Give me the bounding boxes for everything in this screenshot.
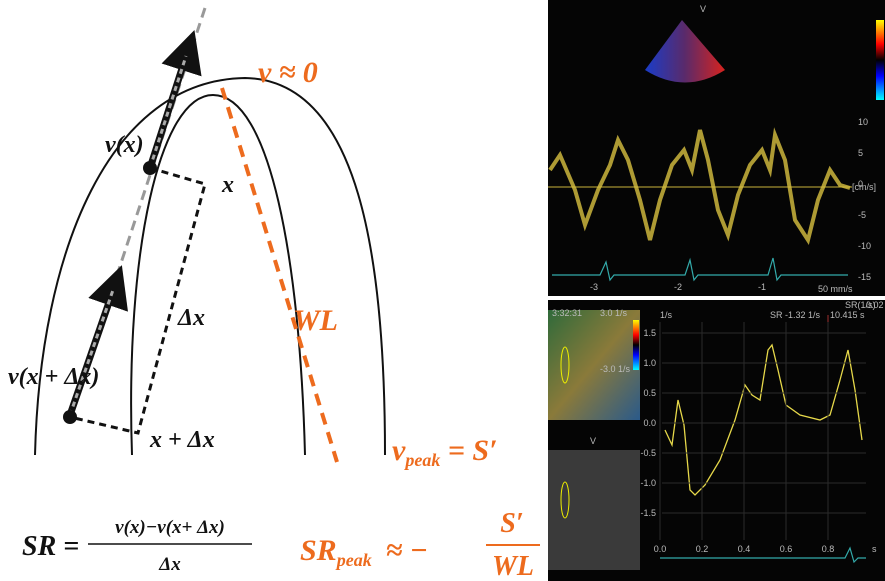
cursor-time: 10.415 s <box>830 310 865 320</box>
y-tick-label: -1.5 <box>640 508 656 518</box>
sr-peak-approx: ≈ − <box>386 534 428 567</box>
color-max: 3.0 1/s <box>600 308 628 318</box>
color-bar <box>633 320 639 370</box>
outer-wall <box>35 78 385 455</box>
strain-rate-panel: 3:32:31 3.0 1/s -3.0 1/s V 1/s SR -1.32 … <box>548 300 885 581</box>
y-tick-label: -1.0 <box>640 478 656 488</box>
sr-peak-base: SR <box>300 534 337 567</box>
color-min: -3.0 1/s <box>600 364 631 374</box>
y-unit: 1/s <box>660 310 673 320</box>
cursor-readout: SR -1.32 1/s <box>770 310 821 320</box>
marker: V <box>700 4 706 14</box>
label: x <box>221 172 234 198</box>
y-tick-label: 1.5 <box>643 328 656 338</box>
sr-peak-denominator: WL <box>492 551 534 581</box>
label: Δx <box>177 305 205 331</box>
wall-diagram: v ≈ 0 v(x) x Δx WL v(x + Δx) x + Δx vpea… <box>8 8 540 581</box>
x-tick-label: 0.6 <box>780 544 793 554</box>
delta-x-lines <box>70 168 205 433</box>
speed: 50 mm/s <box>818 284 853 294</box>
label: v ≈ 0 <box>258 56 318 89</box>
y-tick-label: 0.0 <box>643 418 656 428</box>
x-tick-label: -3 <box>590 282 598 292</box>
y-tick-label: -5 <box>858 210 866 220</box>
x-tick-label: 0.8 <box>822 544 835 554</box>
y-tick-label: 1.0 <box>643 358 656 368</box>
sr-peak-numerator: S′ <box>500 508 523 539</box>
x-tick-label: 0.2 <box>696 544 709 554</box>
sr-lhs: SR = <box>22 531 79 562</box>
figure: v ≈ 0 v(x) x Δx WL v(x + Δx) x + Δx vpea… <box>0 0 885 581</box>
unit: [cm/s] <box>852 182 876 192</box>
label: x + Δx <box>149 427 215 453</box>
x-tick-label: -2 <box>674 282 682 292</box>
panel-bg <box>548 0 885 296</box>
header-value: 0.02 <box>866 300 884 310</box>
wall-line <box>222 88 337 462</box>
marker: V <box>590 436 596 446</box>
sr-numerator: v(x)−v(x+ Δx) <box>115 517 225 538</box>
y-tick-label: 10 <box>858 117 868 127</box>
x-tick-label: 0.4 <box>738 544 751 554</box>
v-peak-base: v <box>392 434 406 467</box>
sr-denominator: Δx <box>158 554 181 575</box>
x-tick-label: -1 <box>758 282 766 292</box>
color-bar <box>876 20 884 100</box>
y-tick-label: 0.5 <box>643 388 656 398</box>
label: WL <box>293 304 338 337</box>
x-unit: s <box>872 544 877 554</box>
sr-peak-sub: peak <box>335 550 372 570</box>
x-tick-label: 0.0 <box>654 544 667 554</box>
y-tick-label: -10 <box>858 241 871 251</box>
label: v(x + Δx) <box>8 364 99 390</box>
v-peak-sub: peak <box>403 450 440 470</box>
velocity-arrow-core <box>70 290 113 415</box>
label: v(x) <box>105 132 144 158</box>
y-tick-label: -0.5 <box>640 448 656 458</box>
y-tick-label: -15 <box>858 272 871 282</box>
y-tick-label: 5 <box>858 148 863 158</box>
v-peak-rest: = S′ <box>440 434 497 467</box>
clock: 3:32:31 <box>552 308 582 318</box>
v-peak: vpeak = S′ <box>392 434 498 470</box>
sr-peak: SRpeak ≈ − <box>300 534 428 570</box>
